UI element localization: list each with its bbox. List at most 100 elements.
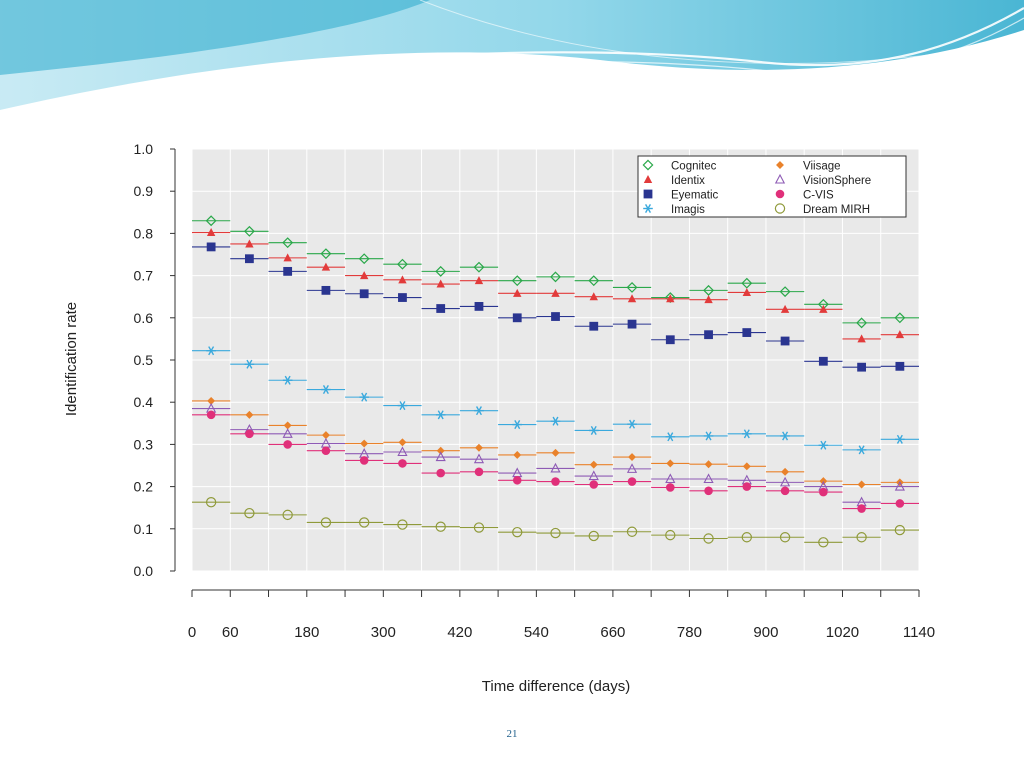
y-tick-label: 0.9 (134, 183, 154, 199)
data-point (397, 446, 408, 457)
series-identix (192, 228, 919, 343)
data-point (435, 265, 447, 277)
data-point (627, 294, 637, 303)
data-point (780, 431, 790, 441)
y-tick-label: 0.2 (134, 479, 154, 495)
asterisk-stroke (361, 392, 368, 402)
asterisk-stroke (820, 440, 827, 450)
data-point (742, 328, 752, 337)
data-point (626, 463, 638, 473)
slide-number: 21 (506, 728, 518, 740)
data-point (473, 261, 485, 273)
y-tick-label: 0.0 (134, 563, 154, 579)
legend-label: Imagis (671, 204, 705, 216)
chart-axes: 0.0 0.1 0.2 0.3 0.4 0.5 0.6 0.7 0.8 0.9 1.0 0 60 180 3… (134, 141, 936, 641)
data-point (283, 266, 293, 276)
asterisk-stroke (896, 434, 903, 444)
data-point (550, 527, 561, 539)
x-tick-label: 1140 (903, 624, 935, 641)
data-point (704, 295, 713, 304)
x-tick-label: 180 (294, 624, 319, 641)
data-point (398, 459, 407, 468)
data-point (703, 473, 714, 484)
asterisk-stroke (246, 359, 253, 369)
legend-label: C-VIS (803, 190, 834, 202)
data-point (513, 288, 522, 297)
data-point (244, 507, 255, 519)
y-tick-label: 0.3 (134, 436, 154, 452)
data-point (397, 519, 408, 530)
data-point (398, 438, 407, 447)
y-tick-label: 0.5 (134, 352, 154, 368)
header-wave-banner (0, 0, 1024, 119)
asterisk-stroke (552, 416, 559, 426)
asterisk-stroke (514, 420, 521, 430)
data-point (551, 448, 560, 457)
data-point (856, 532, 867, 543)
x-tick-label: 780 (677, 624, 702, 641)
legend-label: Eyematic (671, 190, 719, 202)
data-point (894, 524, 906, 536)
data-point (665, 335, 675, 345)
series-imagis (192, 346, 919, 455)
y-tick-label: 1.0 (134, 141, 154, 157)
data-point (473, 522, 485, 533)
data-point (781, 467, 790, 476)
y-tick-label: 0.8 (134, 225, 154, 241)
data-point (359, 289, 369, 299)
data-point (818, 440, 829, 450)
data-point (894, 312, 906, 324)
data-point (359, 456, 369, 465)
data-point (666, 459, 675, 468)
data-point (475, 443, 483, 452)
x-tick-label: 420 (447, 624, 472, 641)
data-point (282, 509, 293, 521)
data-point (742, 287, 752, 296)
asterisk-stroke (437, 410, 444, 420)
data-point (895, 434, 905, 444)
legend-marker (643, 175, 653, 183)
legend-label: Cognitec (671, 161, 717, 173)
data-point (206, 346, 216, 356)
data-point (665, 483, 675, 492)
asterisk-stroke (667, 432, 674, 442)
legend-label: Viisage (803, 161, 841, 173)
data-point (704, 330, 713, 340)
data-point (818, 356, 828, 366)
asterisk-stroke (705, 431, 712, 441)
data-point (436, 468, 446, 478)
data-point (741, 277, 753, 289)
asterisk-stroke (475, 406, 482, 416)
legend-marker (642, 159, 654, 171)
data-point (779, 532, 791, 543)
data-point (550, 462, 561, 473)
data-point (819, 487, 828, 497)
data-point (205, 215, 217, 227)
data-point (894, 480, 905, 491)
data-point (398, 275, 407, 284)
data-point (589, 292, 598, 301)
legend-marker (643, 189, 653, 199)
data-point (283, 440, 292, 449)
data-point (779, 286, 791, 298)
x-tick-label: 1020 (826, 624, 859, 641)
data-point (282, 375, 293, 385)
data-point (321, 285, 331, 295)
data-point (588, 530, 599, 542)
data-point (244, 359, 255, 369)
data-point (206, 242, 216, 252)
data-point (626, 281, 638, 293)
series-c-vis (192, 410, 919, 513)
data-point (780, 304, 790, 313)
data-point (205, 497, 217, 508)
data-point (513, 450, 522, 459)
data-point (856, 317, 868, 329)
legend-marker (775, 189, 785, 199)
series-viisage (192, 396, 919, 489)
data-point (895, 361, 905, 371)
data-point (895, 499, 905, 508)
legend-marker (774, 203, 786, 214)
y-axis-label: Identification rate (63, 302, 80, 416)
legend-label: Identix (671, 175, 705, 187)
data-point (436, 304, 446, 313)
